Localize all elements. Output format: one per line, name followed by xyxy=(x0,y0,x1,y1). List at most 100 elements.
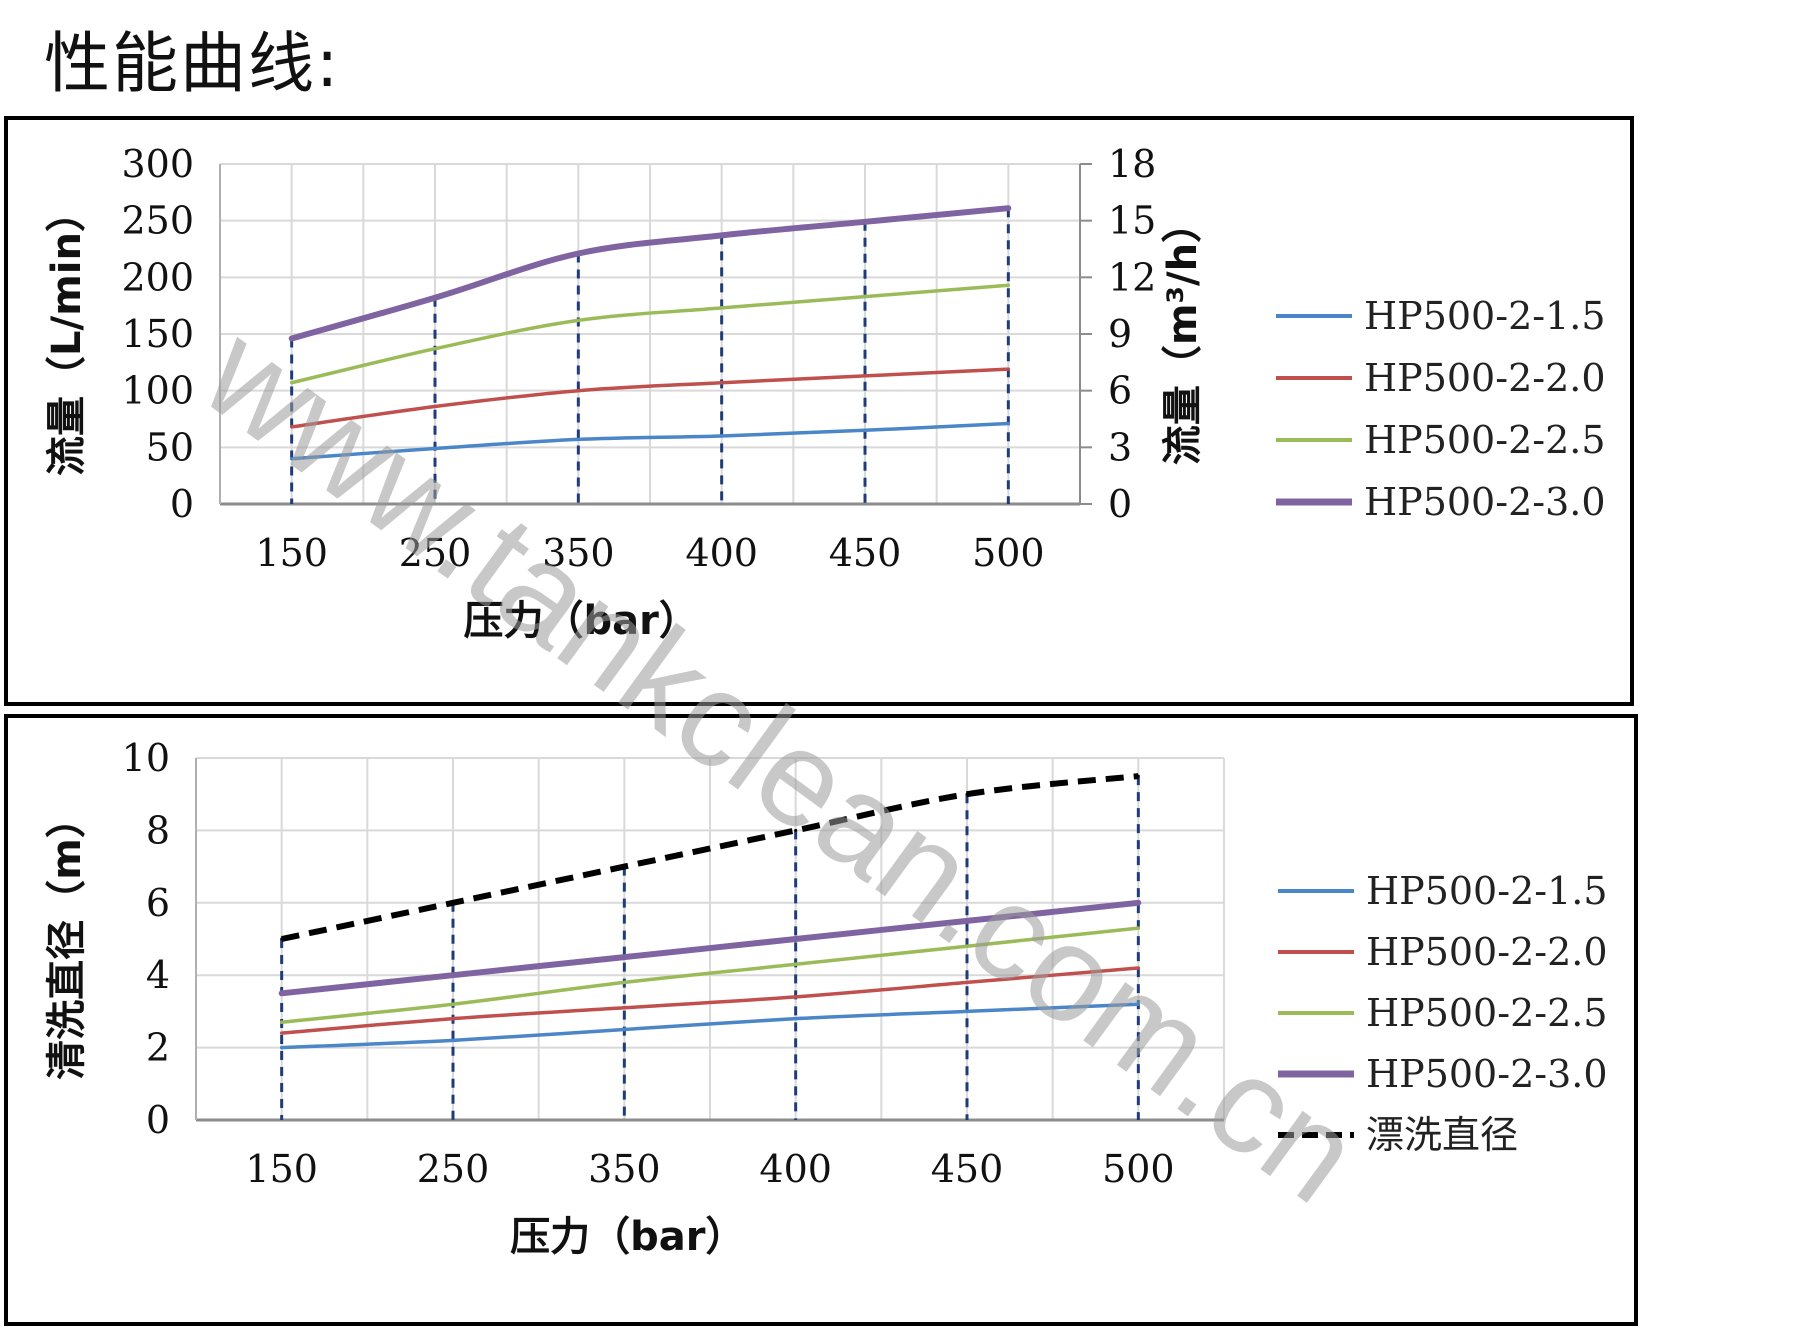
diameter-y-tick-label: 0 xyxy=(146,1098,170,1142)
flow-point-hp500-2-2-5 xyxy=(863,295,867,299)
flow-point-hp500-2-2-5 xyxy=(433,347,437,351)
flow-point-hp500-2-3-0 xyxy=(720,233,724,237)
diameter-x-tick-label: 500 xyxy=(1102,1147,1175,1191)
diameter-point-hp500-2-3-0 xyxy=(622,955,626,959)
diameter-x-tick-label: 150 xyxy=(245,1147,318,1191)
flow-y2-tick-label: 12 xyxy=(1108,255,1156,299)
diameter-series-hp500-2-3-0 xyxy=(278,899,1142,997)
diameter-y-tick-label: 8 xyxy=(146,808,170,852)
diameter-point-hp500-2-2-0 xyxy=(622,1006,626,1010)
diameter-point-hp500-2-2-0 xyxy=(280,1031,284,1035)
diameter-point-hp500-2-1-5 xyxy=(1136,1002,1140,1006)
flow-legend-label-hp500-2-3-0: HP500-2-3.0 xyxy=(1364,480,1606,524)
flow-point-hp500-2-3-0 xyxy=(290,337,294,341)
flow-y-tick-label: 300 xyxy=(121,142,194,186)
flow-y2-axis-title: 流量（m³/h） xyxy=(1160,203,1206,465)
diameter-point-hp500-2-1-5 xyxy=(794,1017,798,1021)
diameter-point-rinse xyxy=(1136,774,1140,778)
flow-point-hp500-2-2-0 xyxy=(1006,367,1010,371)
flow-legend-label-hp500-2-2-5: HP500-2-2.5 xyxy=(1364,418,1606,462)
flow-y-tick-label: 200 xyxy=(121,255,194,299)
flow-y-tick-label: 150 xyxy=(121,312,194,356)
flow-legend-label-hp500-2-2-0: HP500-2-2.0 xyxy=(1364,356,1606,400)
flow-point-hp500-2-2-0 xyxy=(863,374,867,378)
diameter-point-hp500-2-2-5 xyxy=(622,980,626,984)
diameter-point-hp500-2-2-5 xyxy=(451,1002,455,1006)
diameter-point-hp500-2-2-0 xyxy=(794,995,798,999)
diameter-x-tick-label: 450 xyxy=(931,1147,1004,1191)
diameter-point-hp500-2-3-0 xyxy=(280,991,284,995)
flow-x-tick-label: 500 xyxy=(972,531,1045,575)
diameter-point-hp500-2-2-5 xyxy=(794,962,798,966)
diameter-point-rinse xyxy=(451,901,455,905)
diameter-x-axis-title: 压力（bar） xyxy=(510,1214,745,1260)
diameter-point-rinse xyxy=(622,865,626,869)
flow-y2-tick-label: 9 xyxy=(1108,312,1132,356)
flow-drop-lines xyxy=(290,208,1010,504)
diameter-chart: 0 2 4 6 8 10 150 250 350 400 450 500 压力（bar） 清洗直径（m） H… xyxy=(44,736,1608,1260)
flow-legend-label-hp500-2-1-5: HP500-2-1.5 xyxy=(1364,294,1606,338)
diameter-point-hp500-2-1-5 xyxy=(622,1028,626,1031)
diameter-x-tick-label: 350 xyxy=(588,1147,661,1191)
diameter-point-hp500-2-2-0 xyxy=(451,1017,455,1021)
diameter-x-tick-label: 400 xyxy=(759,1147,832,1191)
flow-y2-tick-label: 15 xyxy=(1108,199,1156,243)
diameter-series-hp500-2-2-0 xyxy=(279,966,1141,1035)
flow-point-hp500-2-3-0 xyxy=(863,220,867,224)
flow-y2-tick-label: 6 xyxy=(1108,369,1132,413)
flow-legend: HP500-2-1.5 HP500-2-2.0 HP500-2-2.5 HP500-2… xyxy=(1276,294,1606,524)
flow-point-hp500-2-1-5 xyxy=(720,434,724,438)
flow-y-tick-label: 100 xyxy=(121,369,194,413)
flow-series-hp500-2-2-5 xyxy=(289,283,1011,385)
diameter-legend-label-hp500-2-2-5: HP500-2-2.5 xyxy=(1366,991,1608,1035)
diameter-legend-label-hp500-2-2-0: HP500-2-2.0 xyxy=(1366,930,1608,974)
diameter-drop-lines xyxy=(280,776,1140,1120)
diameter-y-tick-label: 2 xyxy=(146,1026,170,1070)
flow-point-hp500-2-1-5 xyxy=(290,457,294,461)
flow-series-hp500-2-3-0 xyxy=(288,205,1012,342)
flow-y2-tick-label: 3 xyxy=(1108,425,1132,469)
flow-x-axis-title: 压力（bar） xyxy=(464,598,699,644)
flow-x-tick-label: 350 xyxy=(542,531,615,575)
flow-point-hp500-2-1-5 xyxy=(1006,422,1010,426)
flow-point-hp500-2-2-0 xyxy=(576,389,580,393)
diameter-point-rinse xyxy=(794,828,798,832)
diameter-x-tick-label: 250 xyxy=(417,1147,490,1191)
diameter-point-hp500-2-3-0 xyxy=(965,919,969,923)
diameter-point-hp500-2-2-0 xyxy=(965,980,969,984)
flow-point-hp500-2-2-0 xyxy=(290,425,294,429)
diameter-y-tick-label: 6 xyxy=(146,881,170,925)
diameter-point-hp500-2-2-5 xyxy=(965,944,969,948)
diameter-point-rinse xyxy=(280,937,284,941)
diameter-point-hp500-2-1-5 xyxy=(280,1046,284,1050)
diameter-point-hp500-2-3-0 xyxy=(1136,901,1140,905)
flow-y-tick-label: 50 xyxy=(146,425,194,469)
flow-y2-tick-label: 18 xyxy=(1108,142,1156,186)
flow-point-hp500-2-1-5 xyxy=(863,428,867,432)
diameter-point-hp500-2-2-5 xyxy=(1136,926,1140,930)
flow-point-hp500-2-3-0 xyxy=(576,252,580,256)
flow-x-tick-label: 450 xyxy=(829,531,902,575)
flow-point-hp500-2-2-5 xyxy=(576,318,580,322)
diameter-legend-label-rinse: 漂洗直径 xyxy=(1366,1113,1518,1157)
flow-series-hp500-2-1-5 xyxy=(289,421,1011,461)
diameter-series-rinse xyxy=(281,773,1139,942)
diameter-y-axis-title: 清洗直径（m） xyxy=(44,798,90,1080)
diameter-gridlines xyxy=(195,757,1225,1121)
diameter-point-hp500-2-3-0 xyxy=(451,973,455,977)
diameter-point-hp500-2-2-5 xyxy=(280,1020,284,1024)
flow-x-tick-label: 400 xyxy=(685,531,758,575)
diameter-chart-panel: 0 2 4 6 8 10 150 250 350 400 450 500 压力（bar） 清洗直径（m） H… xyxy=(4,714,1638,1326)
flow-point-hp500-2-3-0 xyxy=(433,296,437,300)
flow-x-tick-label: 250 xyxy=(399,531,472,575)
diameter-point-hp500-2-1-5 xyxy=(965,1009,969,1013)
flow-y-axis-title: 流量（L/min） xyxy=(44,192,90,476)
diameter-y-tick-label: 10 xyxy=(122,736,170,780)
flow-point-hp500-2-2-5 xyxy=(1006,283,1010,287)
diameter-series-hp500-2-2-5 xyxy=(279,926,1141,1025)
flow-point-hp500-2-2-5 xyxy=(720,306,724,310)
flow-point-hp500-2-2-0 xyxy=(720,381,724,385)
diameter-point-hp500-2-3-0 xyxy=(794,937,798,941)
diameter-series-hp500-2-1-5 xyxy=(279,1002,1141,1050)
